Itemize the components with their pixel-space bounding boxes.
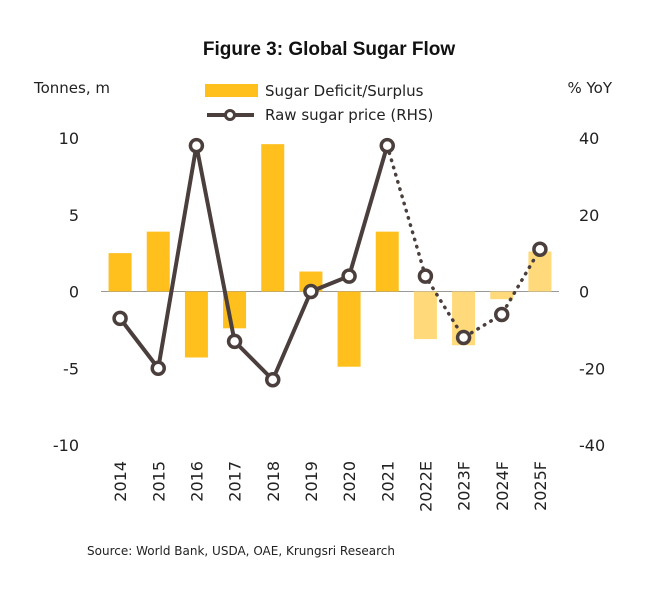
price-point-2020 (341, 268, 357, 284)
bar-2023F (452, 291, 476, 346)
left-tick-label: 0 (69, 283, 79, 302)
bar-2021 (375, 231, 399, 292)
bar-2022E (413, 291, 437, 340)
left-tick-label: -10 (53, 436, 79, 455)
price-point-2024F (494, 306, 510, 323)
x-tick-label: 2025F (531, 461, 550, 511)
x-tick-label: 2017 (226, 461, 245, 502)
bar-2016 (184, 291, 208, 358)
left-tick-label: 5 (69, 206, 79, 225)
bar-2015 (146, 231, 170, 292)
price-point-2019 (303, 283, 319, 300)
line-markers (112, 137, 548, 388)
line-series (118, 143, 542, 382)
price-point-2021 (379, 137, 395, 154)
bar-2025F (528, 251, 552, 292)
legend-label-line: Raw sugar price (RHS) (265, 106, 433, 124)
price-point-2025F (532, 241, 548, 258)
bar-2018 (261, 144, 285, 292)
left-axis-ticks: 10 5 0 -5 -10 (53, 129, 79, 455)
price-point-2014 (112, 310, 128, 327)
right-tick-label: 0 (579, 283, 589, 302)
x-tick-label: 2022E (416, 461, 435, 512)
right-tick-label: -40 (579, 436, 605, 455)
left-tick-label: -5 (63, 359, 79, 378)
legend: Sugar Deficit/Surplus Raw sugar price (R… (205, 82, 433, 124)
price-point-2017 (226, 333, 243, 350)
bar-2014 (108, 253, 132, 292)
x-tick-label: 2014 (111, 461, 130, 502)
x-tick-label: 2023F (455, 461, 474, 511)
price-point-2016 (188, 137, 205, 154)
x-tick-label: 2015 (149, 461, 168, 502)
bar-series (108, 144, 552, 367)
x-tick-label: 2018 (264, 461, 283, 502)
right-tick-label: -20 (579, 359, 605, 378)
x-tick-label: 2020 (340, 461, 359, 502)
right-tick-label: 20 (579, 206, 599, 225)
legend-label-bar: Sugar Deficit/Surplus (265, 82, 424, 100)
bar-2024F (490, 291, 514, 300)
price-point-2018 (265, 372, 281, 388)
price-point-2022E (417, 268, 434, 284)
left-axis-unit: Tonnes, m (33, 79, 110, 97)
price-line-forecast (385, 143, 542, 340)
price-point-2023F (455, 329, 472, 346)
x-axis-labels: 2014 2015 2016 2017 2018 2019 2020 2021 2022E 202… (111, 461, 550, 512)
x-tick-label: 2024F (493, 461, 512, 511)
legend-swatch-marker (224, 109, 236, 121)
right-tick-label: 40 (579, 129, 599, 148)
x-tick-label: 2016 (187, 461, 206, 502)
x-tick-label: 2019 (302, 461, 321, 502)
chart-title: Figure 3: Global Sugar Flow (203, 39, 456, 60)
x-tick-label: 2021 (378, 461, 397, 502)
bar-2020 (337, 291, 361, 367)
legend-swatch-bar (205, 84, 258, 97)
right-axis-ticks: 40 20 0 -20 -40 (579, 129, 605, 455)
left-tick-label: 10 (59, 129, 79, 148)
price-point-2015 (150, 360, 166, 376)
right-axis-unit: % YoY (567, 79, 612, 97)
source-note: Source: World Bank, USDA, OAE, Krungsri … (87, 544, 395, 558)
